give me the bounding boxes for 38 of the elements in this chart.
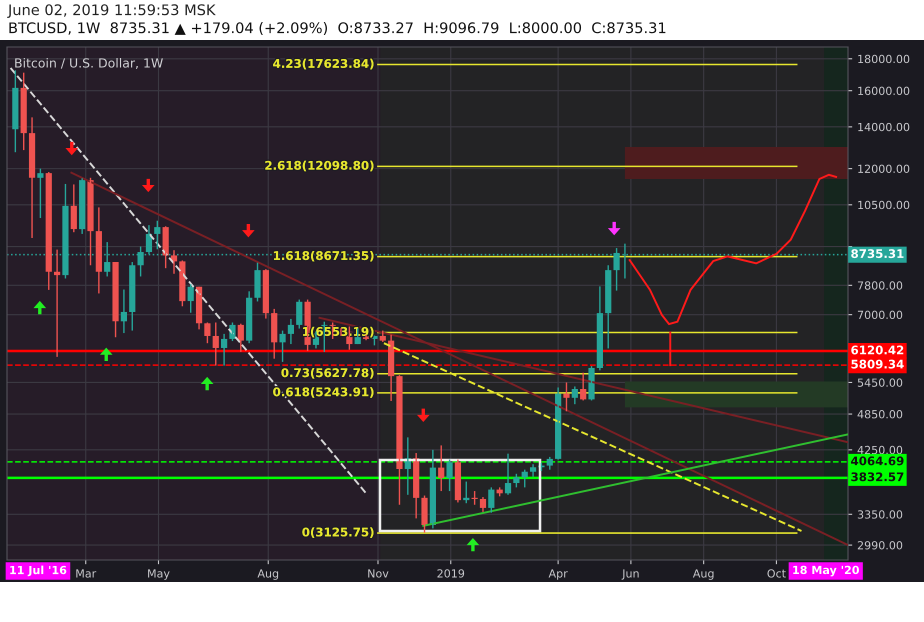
y-tick-label: 14000.00 bbox=[858, 122, 910, 132]
y-tick-label: 5450.00 bbox=[858, 378, 902, 387]
x-tick-label: 2019 bbox=[437, 569, 464, 578]
line-series bbox=[628, 174, 838, 326]
chart-subtitle: BTCUSD, 1W 8735.31 ▲ +179.04 (+2.09%) O:8733.27 H:9096.79 L:8000.00 C:8735.31 bbox=[9, 22, 666, 36]
y-tick-label: 16000.00 bbox=[858, 86, 910, 96]
ref-line-label: 1.618(8671.35) bbox=[274, 250, 374, 262]
ref-line-label: 0.73(5627.78) bbox=[281, 368, 374, 379]
y-tick-label: 3350.00 bbox=[858, 510, 902, 519]
ref-line-label: 0.618(5243.91) bbox=[273, 387, 374, 398]
x-tick-label: Apr bbox=[548, 569, 568, 580]
y-tick-label: 7000.00 bbox=[858, 310, 902, 320]
ref-line-label: 0(3125.75) bbox=[302, 527, 374, 538]
chart-title: June 02, 2019 11:59:53 MSK bbox=[7, 4, 216, 18]
ref-line-label: 3832.57 bbox=[851, 472, 904, 482]
y-tick-label: 7800.00 bbox=[858, 281, 902, 290]
x-tick-label: Aug bbox=[257, 569, 278, 580]
ref-line-label: 5809.34 bbox=[851, 360, 904, 369]
annotation: Bitcoin / U.S. Dollar, 1W bbox=[15, 58, 163, 69]
y-tick-label: 10500.00 bbox=[858, 200, 910, 210]
x-tick-label: May bbox=[148, 569, 170, 580]
ref-line-label: 4.23(17623.84) bbox=[273, 58, 374, 70]
x-tick-label: Mar bbox=[76, 569, 96, 578]
x-tick-label: Aug bbox=[692, 569, 714, 580]
ref-line-label: 8735.31 bbox=[851, 249, 904, 258]
ref-line-label: 2.618(12098.80) bbox=[265, 160, 374, 172]
text: 18 May '20 bbox=[793, 566, 859, 576]
x-tick-label: Jun bbox=[622, 569, 639, 580]
text: 11 Jul '16 bbox=[10, 566, 66, 576]
x-tick-label: Nov bbox=[368, 569, 389, 578]
x-tick-label: Oct bbox=[767, 569, 786, 578]
ref-line-label: 6120.42 bbox=[851, 346, 904, 354]
y-tick-label: 18000.00 bbox=[858, 54, 910, 64]
ref-line-label: 4064.69 bbox=[851, 456, 904, 466]
y-tick-label: 2990.00 bbox=[858, 541, 902, 550]
y-tick-label: 4850.00 bbox=[858, 410, 902, 418]
y-tick-label: 12000.00 bbox=[858, 164, 910, 174]
y-tick-label: 4250.00 bbox=[858, 446, 902, 454]
